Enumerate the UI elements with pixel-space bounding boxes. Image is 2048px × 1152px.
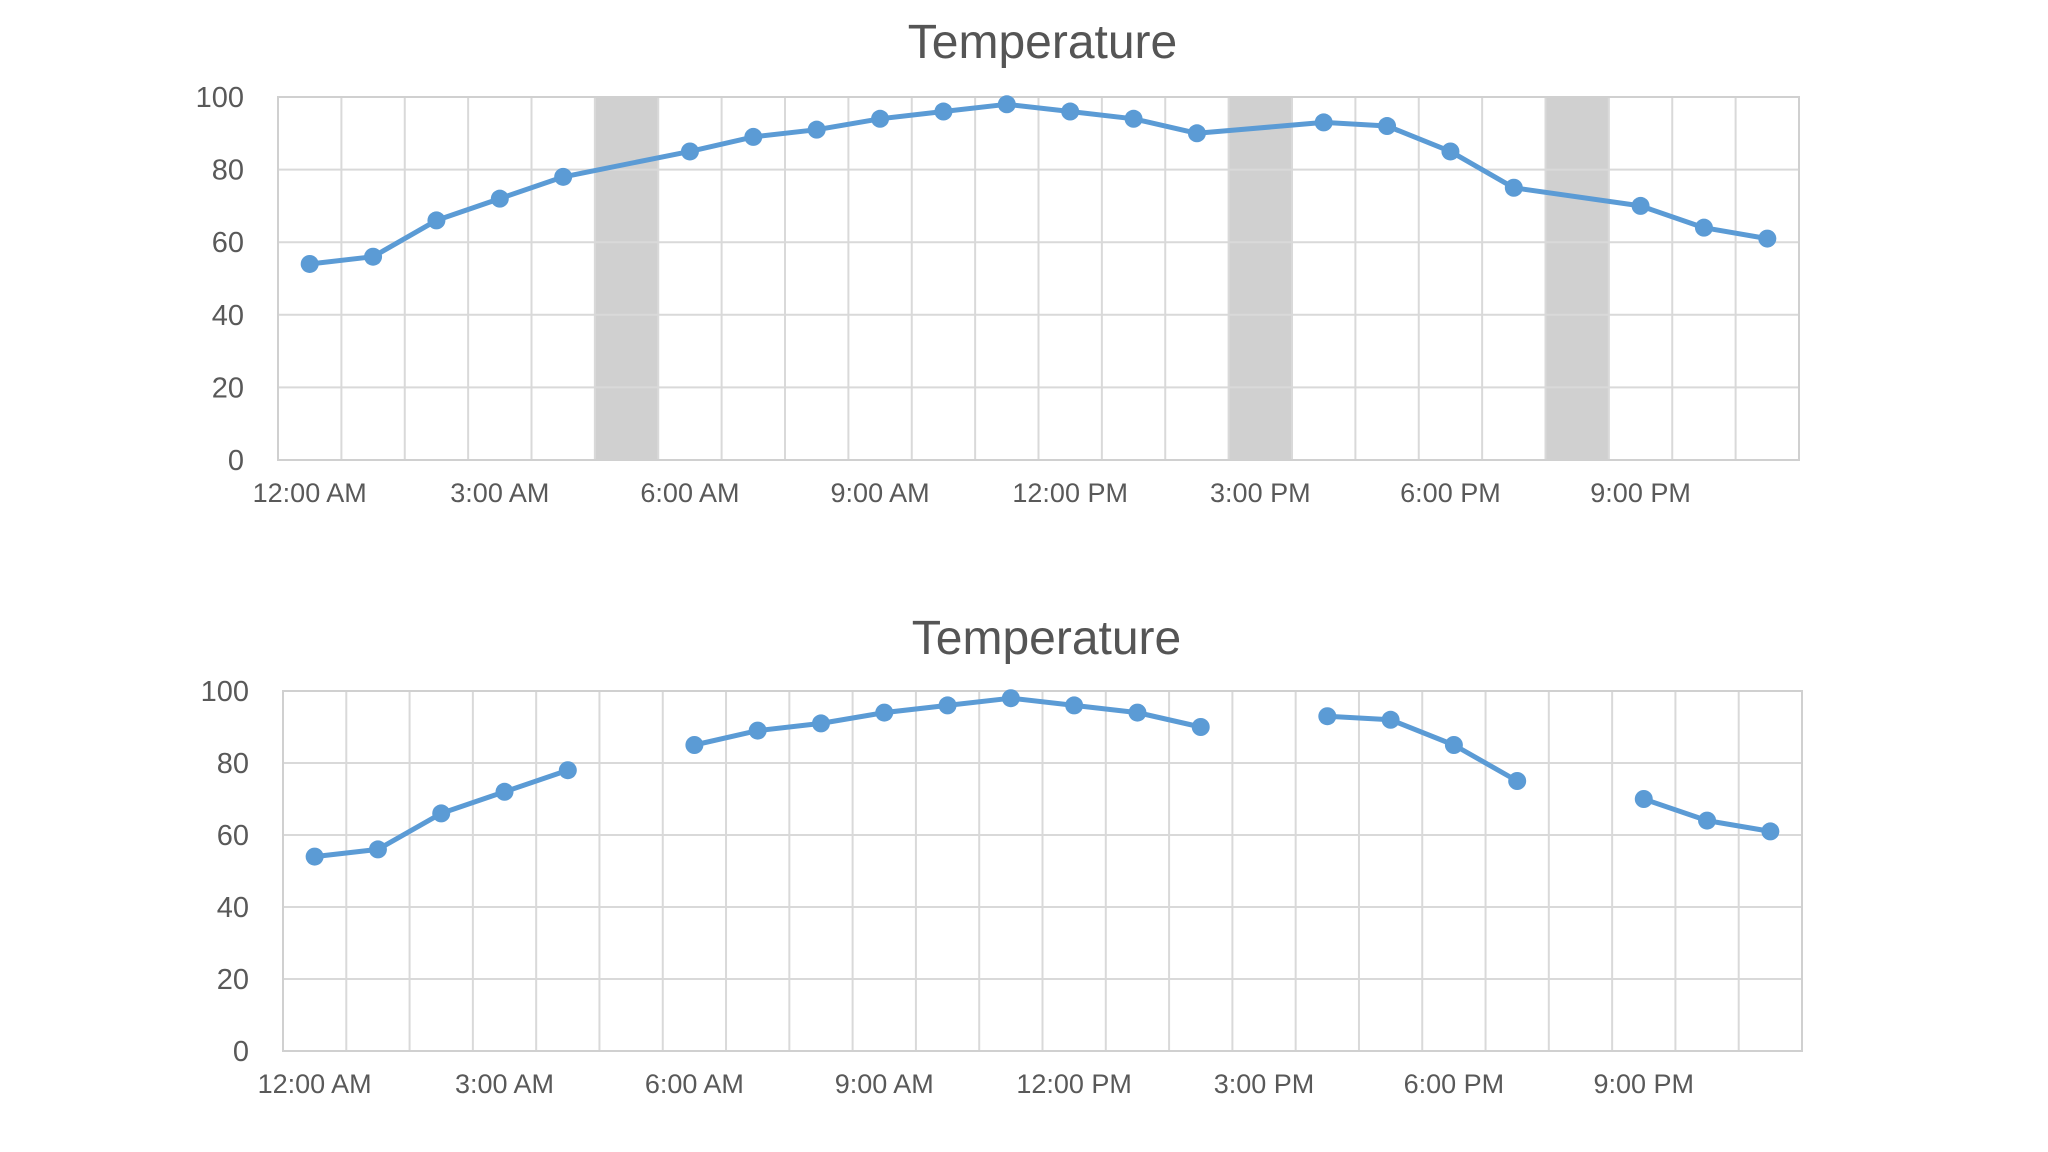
plot-area: [282, 690, 1803, 1052]
data-point: [495, 782, 514, 801]
data-point: [1061, 102, 1080, 121]
data-point: [934, 102, 953, 121]
data-point: [680, 142, 699, 161]
x-tick-label: 9:00 PM: [1590, 478, 1691, 508]
x-tick-label: 6:00 PM: [1404, 1069, 1505, 1099]
data-point: [305, 847, 324, 866]
data-point: [1441, 142, 1460, 161]
data-point: [1065, 696, 1084, 715]
y-tick-label: 20: [212, 372, 244, 404]
data-point: [1314, 113, 1333, 132]
x-tick-label: 6:00 AM: [645, 1069, 744, 1099]
data-point: [807, 120, 826, 139]
y-tick-label: 40: [217, 892, 249, 924]
plot-area: [277, 96, 1800, 461]
x-tick-label: 3:00 AM: [455, 1069, 554, 1099]
y-tick-label: 100: [201, 676, 249, 708]
data-point: [554, 167, 573, 186]
y-tick-label: 60: [217, 820, 249, 852]
data-point: [1504, 178, 1523, 197]
x-tick-label: 12:00 PM: [1016, 1069, 1132, 1099]
data-point: [1191, 718, 1210, 736]
data-point: [427, 211, 446, 230]
y-tick-label: 80: [212, 155, 244, 187]
y-tick-label: 0: [228, 445, 244, 477]
data-point: [744, 127, 763, 146]
x-tick-label: 6:00 AM: [640, 478, 739, 508]
data-point: [811, 714, 830, 733]
data-point: [875, 703, 894, 722]
data-point: [432, 804, 451, 823]
y-tick-label: 40: [212, 300, 244, 332]
missing-value-band: [594, 97, 659, 460]
data-point: [1124, 109, 1143, 128]
data-point: [1318, 707, 1337, 726]
x-tick-label: 9:00 PM: [1593, 1069, 1694, 1099]
chart-title: Temperature: [908, 16, 1177, 69]
data-point: [997, 95, 1016, 114]
x-tick-label: 3:00 PM: [1210, 478, 1311, 508]
data-point: [1444, 736, 1463, 754]
x-tick-label: 9:00 AM: [831, 478, 930, 508]
data-point: [1634, 790, 1653, 808]
missing-value-band: [1228, 97, 1292, 460]
data-point: [1758, 229, 1777, 248]
y-tick-label: 100: [196, 82, 244, 114]
series-line-segment: [1324, 713, 1520, 784]
x-tick-label: 3:00 PM: [1214, 1069, 1315, 1099]
chart-title: Temperature: [912, 612, 1181, 665]
data-point: [685, 736, 704, 754]
x-tick-label: 12:00 AM: [258, 1069, 372, 1099]
y-tick-label: 20: [217, 964, 249, 996]
data-point: [558, 761, 577, 780]
chart-2: Temperature 0 20 40 60 80 100 12:00 AM 3:00 AM 6:…: [201, 612, 1803, 1099]
data-point: [1378, 117, 1397, 136]
data-point: [300, 254, 319, 273]
data-point: [1508, 772, 1527, 790]
data-point: [938, 696, 957, 715]
data-point: [368, 840, 387, 859]
x-tick-label: 12:00 AM: [253, 478, 367, 508]
x-tick-label: 9:00 AM: [835, 1069, 934, 1099]
data-point: [1187, 124, 1206, 143]
y-tick-label: 0: [233, 1036, 249, 1068]
x-tick-label: 6:00 PM: [1400, 478, 1501, 508]
data-point: [1001, 689, 1020, 708]
data-point: [364, 247, 383, 266]
x-tick-label: 12:00 PM: [1012, 478, 1128, 508]
y-tick-label: 80: [217, 748, 249, 780]
data-point: [1381, 710, 1400, 729]
data-point: [1631, 196, 1650, 215]
data-point: [871, 109, 890, 128]
y-tick-label: 60: [212, 227, 244, 259]
data-point: [1694, 218, 1713, 237]
data-point: [1761, 822, 1780, 841]
missing-value-band: [1545, 97, 1609, 460]
data-point: [1698, 811, 1717, 830]
data-point: [1128, 703, 1147, 722]
data-point: [490, 189, 509, 208]
chart-1: Temperature 0 20 40 60 80 100 12:00 AM 3:00 AM 6:…: [196, 16, 1800, 508]
data-point: [748, 721, 767, 740]
x-tick-label: 3:00 AM: [450, 478, 549, 508]
